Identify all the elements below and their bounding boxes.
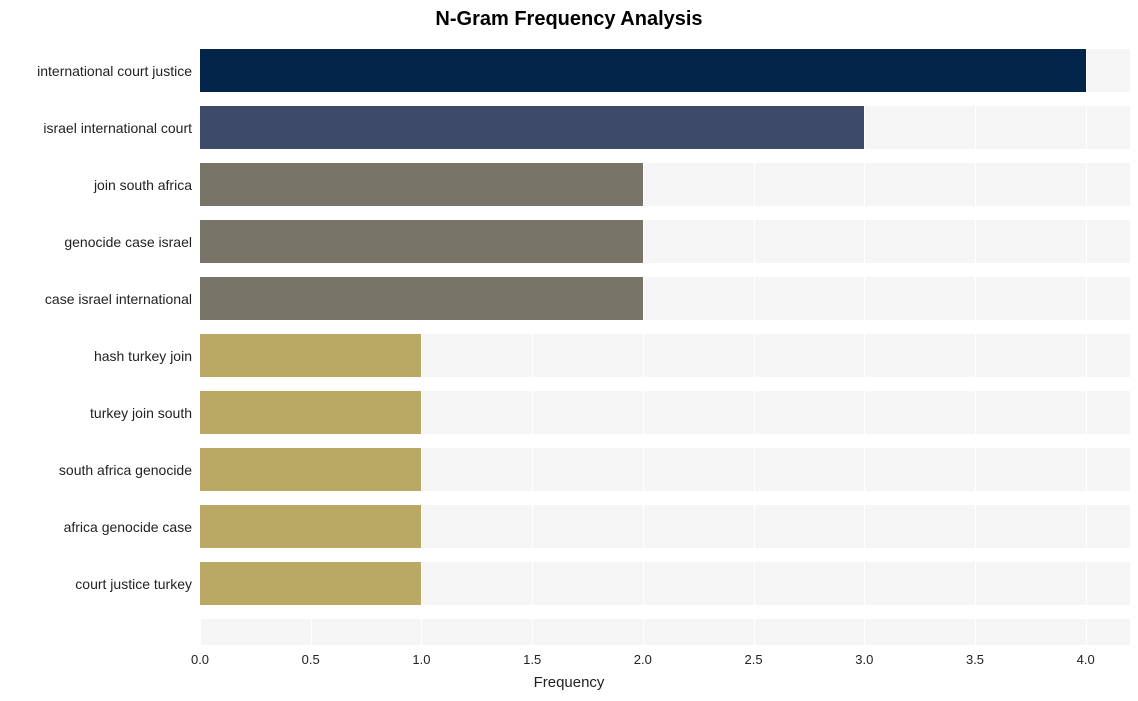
- x-tick-label: 3.5: [966, 652, 984, 667]
- bar: [200, 391, 421, 434]
- bar: [200, 448, 421, 491]
- y-tick-label: hash turkey join: [2, 348, 192, 364]
- x-tick-label: 4.0: [1077, 652, 1095, 667]
- x-tick-label: 0.5: [302, 652, 320, 667]
- y-tick-label: israel international court: [2, 120, 192, 136]
- y-tick-label: court justice turkey: [2, 576, 192, 592]
- x-tick-label: 3.0: [855, 652, 873, 667]
- plot-area: [200, 35, 1130, 645]
- y-tick-label: africa genocide case: [2, 519, 192, 535]
- bar: [200, 334, 421, 377]
- row-gap: [200, 92, 1130, 106]
- bar: [200, 163, 643, 206]
- row-gap: [200, 206, 1130, 220]
- row-gap: [200, 605, 1130, 619]
- row-gap: [200, 377, 1130, 391]
- row-gap: [200, 35, 1130, 49]
- y-tick-label: join south africa: [2, 177, 192, 193]
- y-tick-label: international court justice: [2, 63, 192, 79]
- y-tick-label: case israel international: [2, 291, 192, 307]
- x-axis-label: Frequency: [0, 674, 1138, 691]
- row-gap: [200, 263, 1130, 277]
- row-gap: [200, 434, 1130, 448]
- chart-title: N-Gram Frequency Analysis: [0, 8, 1138, 31]
- x-tick-label: 1.0: [412, 652, 430, 667]
- bar: [200, 277, 643, 320]
- x-tick-label: 2.5: [745, 652, 763, 667]
- bar: [200, 562, 421, 605]
- y-tick-label: genocide case israel: [2, 234, 192, 250]
- bar: [200, 220, 643, 263]
- bar: [200, 49, 1086, 92]
- bar: [200, 106, 864, 149]
- y-tick-label: turkey join south: [2, 405, 192, 421]
- row-gap: [200, 149, 1130, 163]
- x-tick-label: 2.0: [634, 652, 652, 667]
- y-tick-label: south africa genocide: [2, 462, 192, 478]
- ngram-frequency-chart: N-Gram Frequency Analysis Frequency 0.0 0…: [0, 0, 1138, 701]
- x-tick-label: 1.5: [523, 652, 541, 667]
- row-gap: [200, 491, 1130, 505]
- bar: [200, 505, 421, 548]
- row-gap: [200, 320, 1130, 334]
- x-tick-label: 0.0: [191, 652, 209, 667]
- row-gap: [200, 548, 1130, 562]
